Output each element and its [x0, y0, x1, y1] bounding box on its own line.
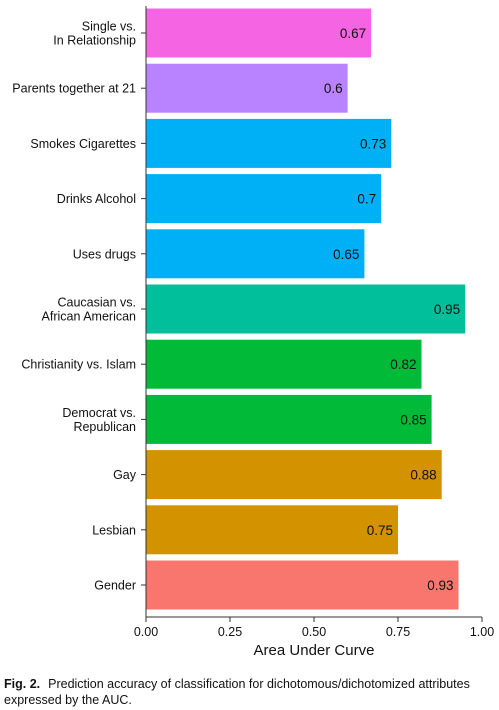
category-labels-group: Single vs. In Relationship Parents togethe… — [12, 20, 136, 593]
category-label-4: Uses drugs — [73, 247, 136, 261]
x-tick-label-4: 1.00 — [470, 625, 494, 639]
bars-group — [146, 8, 466, 610]
bar-5 — [146, 284, 466, 334]
category-label-line: Democrat vs. — [62, 406, 136, 420]
category-label-line: Lesbian — [92, 523, 136, 537]
bar-2 — [146, 118, 392, 168]
category-label-line: Single vs. — [82, 20, 136, 34]
figure-label: Fig. 2. — [4, 677, 41, 691]
category-label-line: Uses drugs — [73, 247, 136, 261]
value-label-0: 0.67 — [340, 26, 366, 41]
category-label-2: Smokes Cigarettes — [30, 137, 136, 151]
bar-8 — [146, 450, 442, 500]
value-label-10: 0.93 — [427, 578, 453, 593]
category-label-line: Republican — [73, 420, 136, 434]
category-label-1: Parents together at 21 — [12, 82, 136, 96]
value-label-1: 0.6 — [324, 81, 343, 96]
category-label-0: Single vs. In Relationship — [53, 20, 136, 48]
value-label-7: 0.85 — [400, 412, 426, 427]
category-label-9: Lesbian — [92, 523, 136, 537]
category-label-line: Gay — [113, 468, 137, 482]
category-label-3: Drinks Alcohol — [57, 192, 136, 206]
value-label-5: 0.95 — [434, 302, 460, 317]
category-label-line: Gender — [94, 579, 136, 593]
value-label-4: 0.65 — [333, 247, 359, 262]
category-label-line: Christianity vs. Islam — [21, 358, 136, 372]
x-tick-label-1: 0.25 — [218, 625, 242, 639]
bar-4 — [146, 229, 365, 279]
category-label-6: Christianity vs. Islam — [21, 358, 136, 372]
category-label-line: Caucasian vs. — [57, 296, 136, 310]
x-tick-label-0: 0.00 — [134, 625, 158, 639]
x-axis-title: Area Under Curve — [254, 642, 375, 659]
category-label-line: In Relationship — [53, 34, 136, 48]
value-label-3: 0.7 — [357, 192, 376, 207]
category-label-line: African American — [42, 310, 137, 324]
bar-3 — [146, 174, 382, 224]
bar-9 — [146, 505, 398, 555]
category-label-5: Caucasian vs. African American — [42, 296, 137, 324]
category-label-line: Smokes Cigarettes — [30, 137, 136, 151]
category-label-line: Parents together at 21 — [12, 82, 136, 96]
value-label-8: 0.88 — [410, 468, 436, 483]
auc-bar-chart: 0.670.60.730.70.650.950.820.850.880.750.… — [12, 6, 494, 659]
bar-7 — [146, 394, 432, 444]
bar-0 — [146, 8, 372, 58]
figure-caption-text: Prediction accuracy of classification fo… — [4, 677, 470, 707]
value-label-6: 0.82 — [390, 357, 416, 372]
category-label-7: Democrat vs. Republican — [62, 406, 136, 434]
bar-10 — [146, 560, 459, 610]
x-tick-label-2: 0.50 — [302, 625, 326, 639]
value-label-2: 0.73 — [360, 136, 386, 151]
axes-group: 0.00 0.25 0.50 0.75 1.00 — [134, 6, 494, 639]
category-label-line: Drinks Alcohol — [57, 192, 136, 206]
category-label-8: Gay — [113, 468, 137, 482]
bar-1 — [146, 63, 348, 113]
value-labels-group: 0.67 0.6 0.73 0.7 0.65 0.95 0.82 0.85 0.88 0.75 0.… — [324, 26, 460, 593]
figure-caption: Fig. 2. Prediction accuracy of classifica… — [4, 676, 496, 708]
category-label-10: Gender — [94, 579, 136, 593]
value-label-9: 0.75 — [367, 523, 393, 538]
x-tick-label-3: 0.75 — [386, 625, 410, 639]
bar-6 — [146, 339, 422, 389]
